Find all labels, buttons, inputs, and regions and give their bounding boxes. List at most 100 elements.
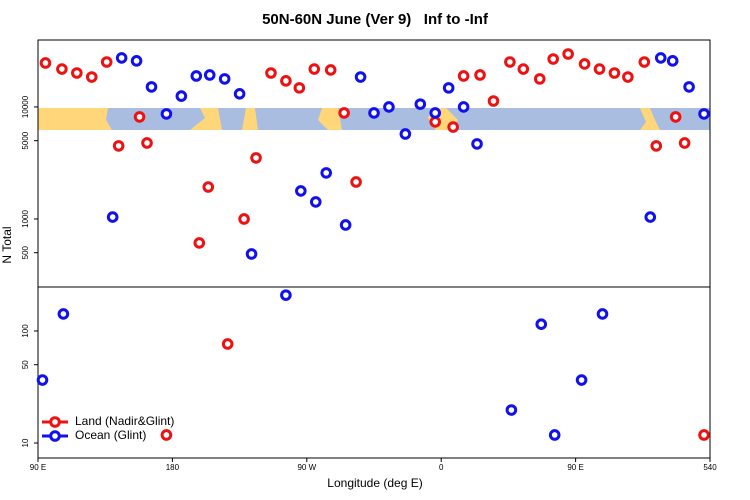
point — [324, 64, 337, 76]
point — [487, 95, 500, 107]
point — [596, 308, 609, 320]
point — [106, 211, 119, 223]
point — [238, 213, 250, 225]
legend: Land (Nadir&Glint)Ocean (Glint) — [42, 414, 174, 442]
point — [350, 176, 362, 188]
point — [622, 71, 634, 83]
point — [354, 71, 367, 83]
point — [698, 108, 710, 120]
point — [414, 98, 427, 110]
x-tick-label: 0 — [439, 463, 444, 472]
point — [593, 63, 606, 75]
point — [578, 58, 591, 70]
point — [145, 81, 158, 93]
plot-frame — [37, 39, 711, 459]
point — [202, 181, 215, 193]
point — [669, 111, 682, 123]
point — [85, 71, 98, 83]
point — [133, 111, 146, 123]
point — [457, 101, 470, 113]
point — [698, 429, 710, 441]
legend-marker — [49, 416, 61, 428]
x-tick-label: 90 E — [567, 463, 583, 472]
point — [309, 196, 322, 208]
point — [218, 73, 231, 85]
chart-title: 50N-60N June (Ver 9) Inf to -Inf — [262, 11, 489, 28]
point — [429, 107, 442, 119]
point — [474, 69, 486, 81]
y-tick-label: 10000 — [21, 95, 30, 118]
point — [293, 82, 306, 94]
point — [57, 308, 70, 320]
point — [447, 121, 459, 133]
point — [245, 248, 258, 260]
point — [547, 53, 560, 65]
point — [308, 63, 321, 75]
point — [175, 90, 188, 102]
point — [100, 56, 113, 68]
point — [193, 237, 206, 249]
point — [548, 429, 561, 441]
point — [338, 107, 350, 119]
point — [141, 137, 153, 149]
y-tick-label: 50 — [21, 360, 30, 369]
point — [638, 56, 651, 68]
x-tick-label: 90 E — [30, 463, 46, 472]
point — [203, 69, 216, 81]
y-tick-label: 10 — [21, 438, 30, 447]
point — [505, 404, 518, 416]
point — [575, 374, 588, 386]
point — [130, 55, 143, 67]
x-tick-label: 540 — [703, 463, 717, 472]
point — [442, 82, 455, 94]
point — [39, 57, 52, 69]
legend-label: Ocean (Glint) — [75, 428, 146, 442]
point — [233, 88, 246, 100]
x-tick-label: 180 — [166, 463, 180, 472]
y-axis-label: N Total — [0, 226, 14, 263]
legend-marker — [49, 430, 61, 442]
point — [666, 55, 679, 67]
legend-label: Land (Nadir&Glint) — [75, 414, 174, 428]
point — [562, 48, 574, 60]
point — [471, 138, 483, 150]
point — [678, 137, 691, 149]
point — [517, 63, 530, 75]
point — [368, 107, 380, 119]
point — [190, 70, 203, 82]
point — [650, 140, 663, 152]
point — [535, 318, 548, 330]
point — [295, 185, 307, 197]
point — [221, 338, 234, 350]
point — [36, 374, 49, 386]
point — [56, 63, 68, 75]
y-tick-label: 1000 — [21, 210, 30, 228]
point — [654, 52, 667, 64]
point — [533, 73, 546, 85]
point — [399, 128, 412, 140]
y-tick-label: 100 — [21, 324, 30, 338]
point — [280, 75, 292, 87]
x-axis-label: Longitude (deg E) — [327, 476, 422, 490]
point — [265, 67, 277, 79]
point — [280, 289, 292, 301]
point — [457, 70, 470, 82]
point — [429, 116, 442, 128]
y-tick-label: 5000 — [21, 131, 30, 149]
point — [115, 52, 128, 64]
point — [608, 67, 621, 79]
point — [160, 108, 173, 120]
point — [160, 429, 173, 441]
point — [112, 140, 125, 152]
point — [383, 101, 395, 113]
point — [504, 56, 516, 68]
y-tick-label: 500 — [21, 245, 30, 259]
point — [71, 67, 83, 79]
point — [339, 219, 352, 231]
point — [250, 152, 262, 164]
point — [683, 81, 695, 93]
point — [320, 167, 333, 179]
point — [644, 211, 657, 223]
x-tick-label: 90 W — [297, 463, 316, 472]
